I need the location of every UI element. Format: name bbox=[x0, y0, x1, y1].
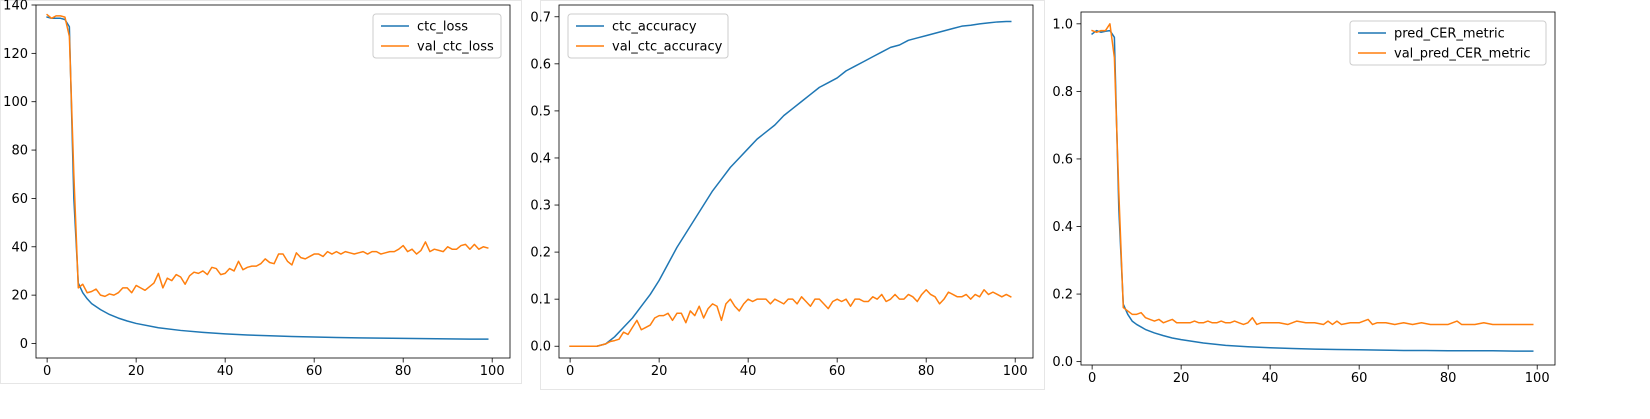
x-tick-label: 100 bbox=[1003, 364, 1028, 379]
x-tick-label: 20 bbox=[1173, 371, 1190, 386]
figure-border bbox=[0, 0, 522, 384]
y-tick-label: 0.4 bbox=[1052, 220, 1073, 235]
plot-area bbox=[1091, 23, 1534, 352]
legend-box bbox=[1349, 20, 1547, 66]
y-tick-label: 0.7 bbox=[530, 10, 551, 25]
x-tick-label: 0 bbox=[1088, 371, 1096, 386]
series-line-val-ctc-accuracy bbox=[569, 289, 1012, 347]
legend-label-val-ctc-loss: val_ctc_loss bbox=[417, 40, 494, 55]
y-tick-label: 0.6 bbox=[1052, 152, 1073, 167]
y-tick-label: 0 bbox=[20, 337, 28, 352]
x-tick-label: 80 bbox=[918, 364, 935, 379]
y-tick-label: 0.6 bbox=[530, 57, 551, 72]
x-tick-label: 100 bbox=[1525, 371, 1550, 386]
y-tick-label: 120 bbox=[3, 47, 28, 62]
x-tick-label: 60 bbox=[829, 364, 846, 379]
legend-label-val-ctc-accuracy: val_ctc_accuracy bbox=[612, 40, 723, 55]
series-line-pred-CER-metric bbox=[1091, 29, 1534, 352]
y-tick-label: 0.2 bbox=[530, 246, 551, 261]
y-tick-label: 40 bbox=[11, 240, 28, 255]
y-tick-label: 0.3 bbox=[530, 199, 551, 214]
x-tick-label: 40 bbox=[740, 364, 757, 379]
x-tick-label: 60 bbox=[1351, 371, 1368, 386]
legend-box bbox=[567, 13, 729, 59]
y-tick-label: 20 bbox=[11, 289, 28, 304]
y-tick-label: 0.8 bbox=[1052, 85, 1073, 100]
axes-frame bbox=[1080, 11, 1556, 366]
x-tick-label: 0 bbox=[43, 364, 51, 379]
x-tick-label: 40 bbox=[217, 364, 234, 379]
series-line-ctc-loss bbox=[46, 16, 489, 340]
plot-area bbox=[46, 13, 489, 340]
legend-label-ctc-accuracy: ctc_accuracy bbox=[612, 20, 697, 35]
plot-area bbox=[569, 20, 1012, 347]
series-line-val-pred-CER-metric bbox=[1091, 23, 1534, 326]
y-tick-label: 0.1 bbox=[530, 293, 551, 308]
x-tick-label: 80 bbox=[1440, 371, 1457, 386]
series-line-ctc-accuracy bbox=[569, 20, 1012, 347]
chart-panel-2: 0 20 40 60 80 100 0.0 0.1 0.2 0.3 0.4 0.5 0.6 0.7 ctc_… bbox=[530, 0, 1045, 390]
x-tick-label: 80 bbox=[395, 364, 412, 379]
legend: ctc_accuracy val_ctc_accuracy bbox=[567, 13, 729, 59]
legend-label-pred-CER-metric: pred_CER_metric bbox=[1394, 27, 1505, 42]
legend: ctc_loss val_ctc_loss bbox=[372, 13, 502, 59]
x-tick-label: 0 bbox=[566, 364, 574, 379]
y-tick-label: 100 bbox=[3, 95, 28, 110]
legend-box bbox=[372, 13, 502, 59]
figure-border bbox=[540, 0, 1045, 390]
legend-label-ctc-loss: ctc_loss bbox=[417, 20, 468, 35]
x-tick-label: 20 bbox=[651, 364, 668, 379]
y-tick-label: 0.2 bbox=[1052, 288, 1073, 303]
y-tick-label: 0.4 bbox=[530, 151, 551, 166]
y-tick-label: 0.5 bbox=[530, 104, 551, 119]
y-tick-label: 0.0 bbox=[530, 340, 551, 355]
chart-panel-1: 0 20 40 60 80 100 0 20 40 60 80 100 120 140 ctc_lossva… bbox=[0, 0, 522, 384]
x-tick-label: 40 bbox=[1262, 371, 1279, 386]
y-tick-label: 1.0 bbox=[1052, 17, 1073, 32]
axes-frame bbox=[558, 4, 1034, 359]
x-tick-label: 60 bbox=[306, 364, 323, 379]
y-tick-label: 60 bbox=[11, 192, 28, 207]
series-line-val-ctc-loss bbox=[46, 13, 489, 298]
legend-label-val-pred-CER-metric: val_pred_CER_metric bbox=[1394, 47, 1531, 62]
y-tick-label: 0.0 bbox=[1052, 355, 1073, 370]
x-tick-label: 100 bbox=[480, 364, 505, 379]
chart-panel-3: 0 20 40 60 80 100 0.0 0.2 0.4 0.6 0.8 1.0 pred_CER_m… bbox=[1052, 11, 1556, 386]
y-tick-label: 80 bbox=[11, 144, 28, 159]
legend: pred_CER_metric val_pred_CER_metric bbox=[1349, 20, 1547, 66]
axes-frame bbox=[35, 4, 511, 359]
x-tick-label: 20 bbox=[128, 364, 145, 379]
y-tick-label: 140 bbox=[3, 0, 28, 14]
